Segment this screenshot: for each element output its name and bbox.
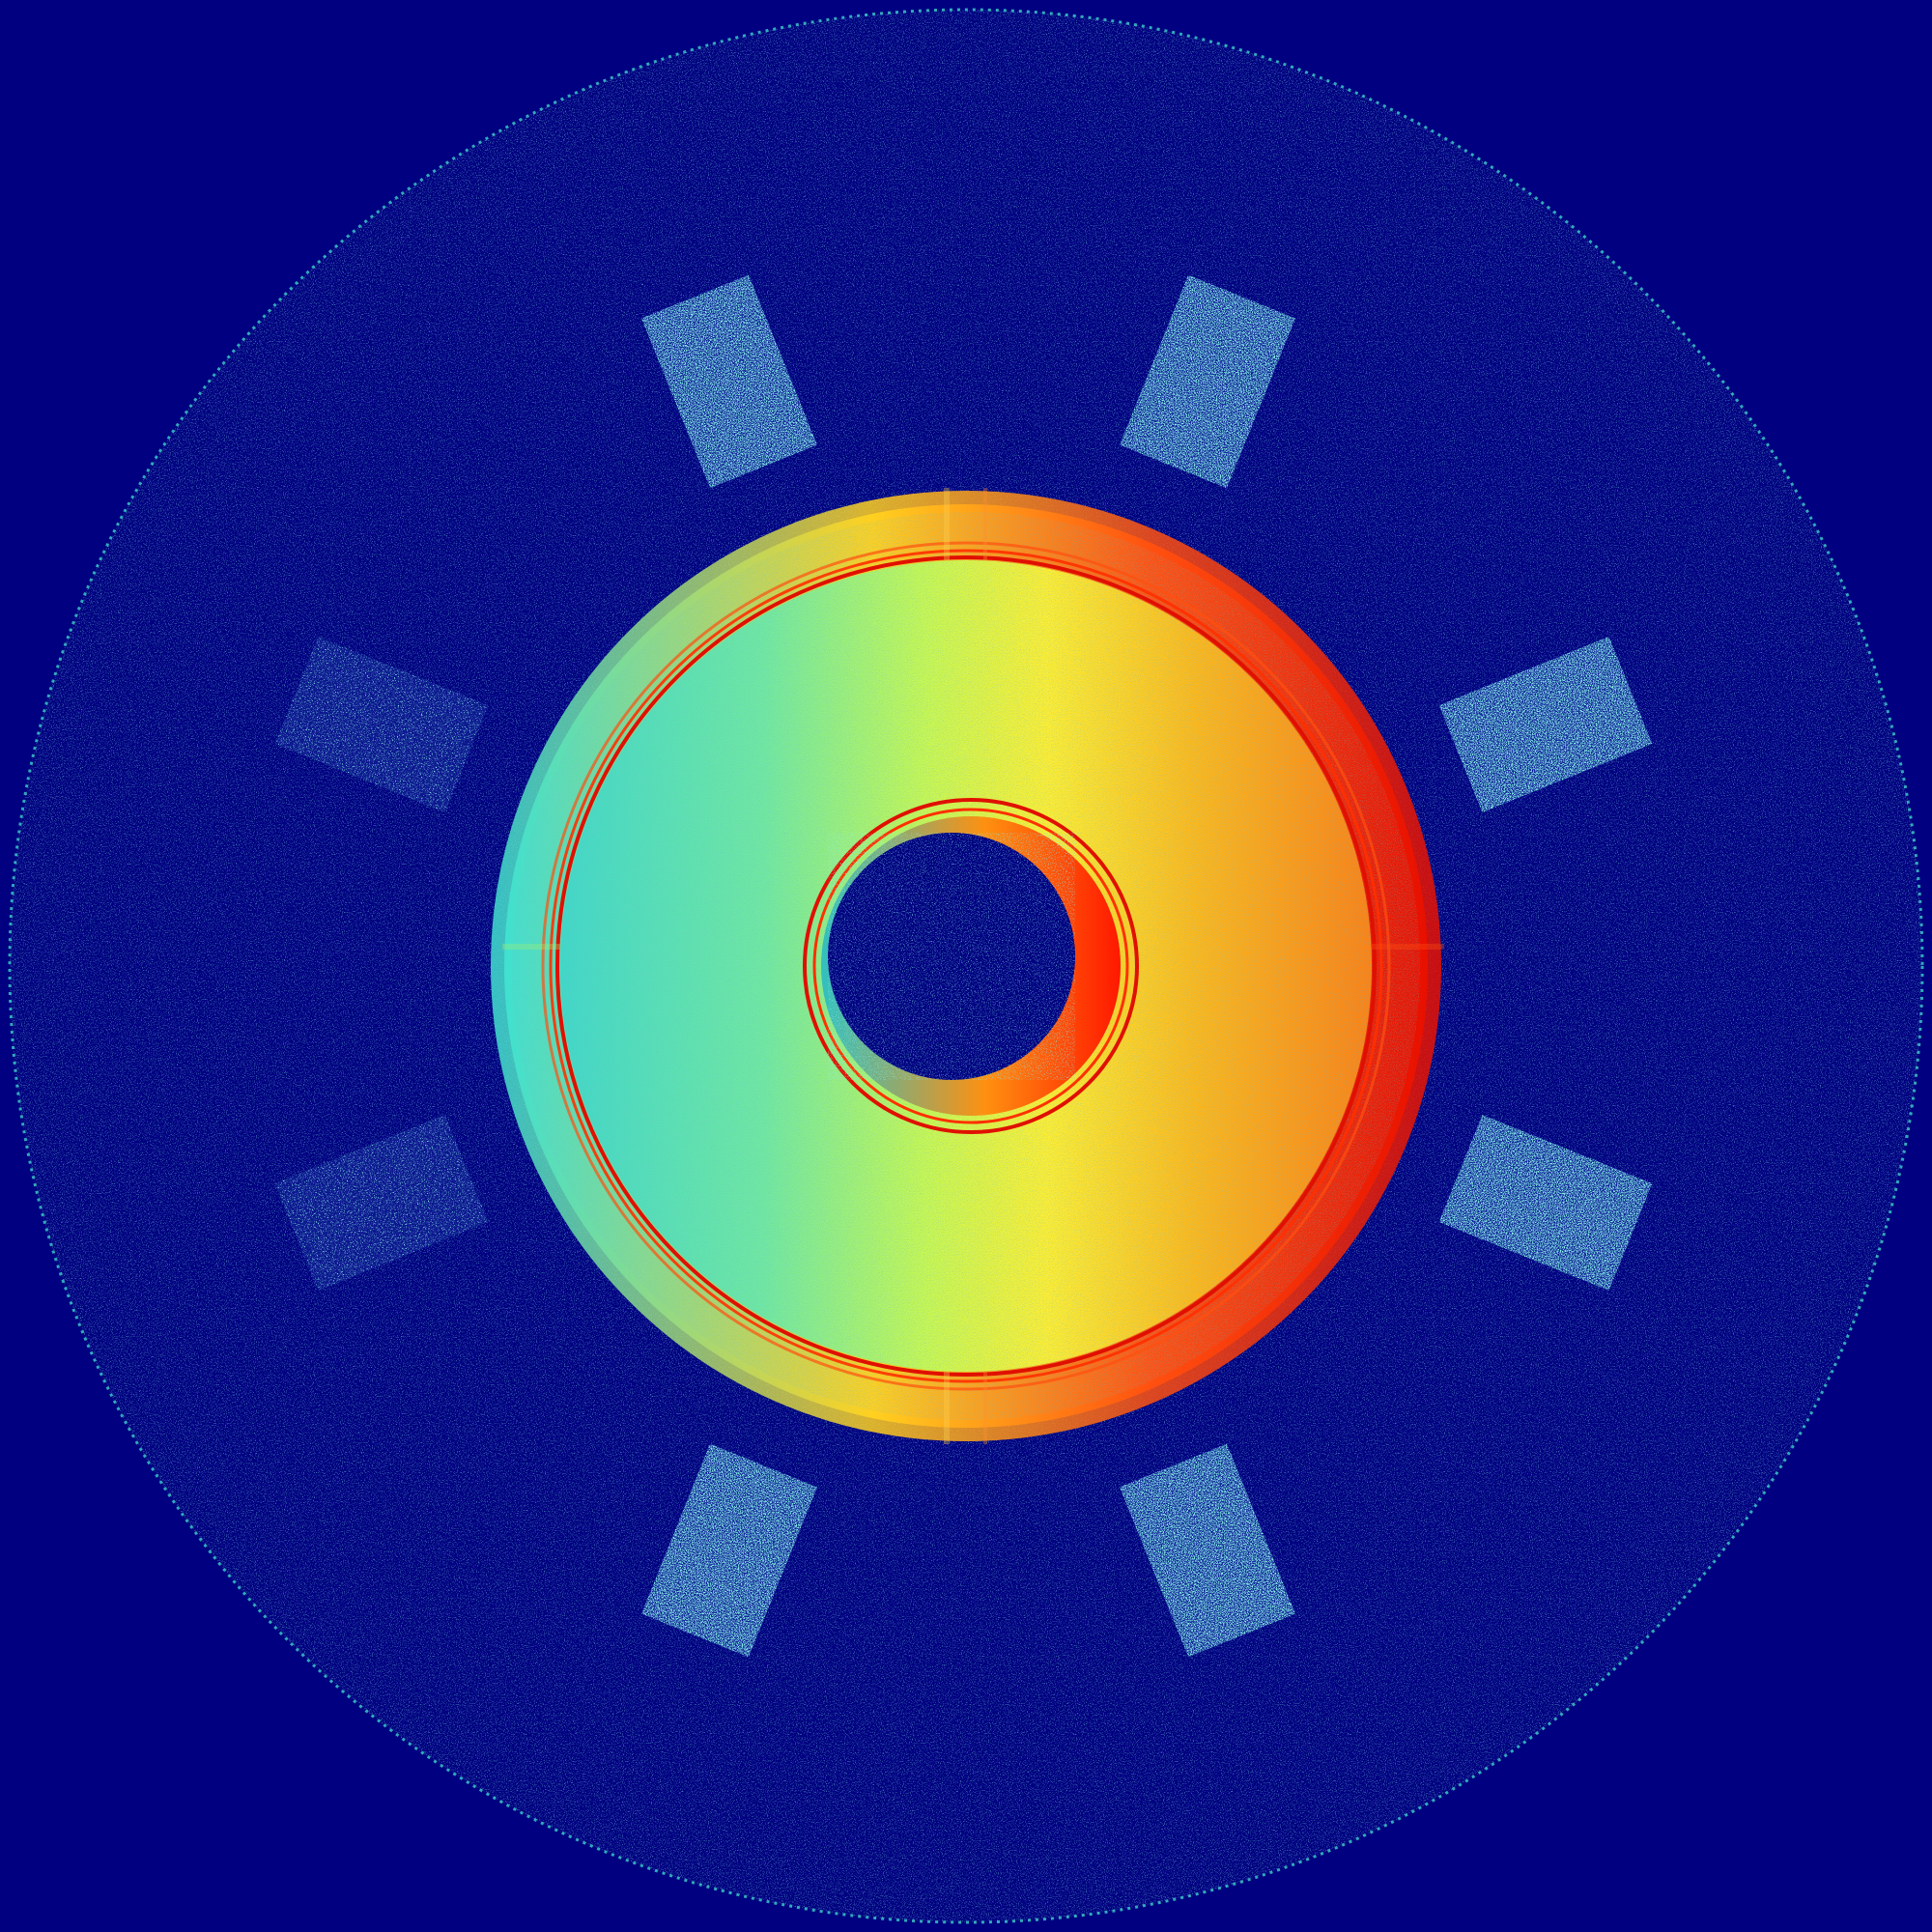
outer-ring-line-3 bbox=[541, 541, 1391, 1391]
detector-panels bbox=[274, 274, 1653, 1658]
outer-ring bbox=[8, 8, 1924, 1924]
outer-ring-line bbox=[555, 555, 1377, 1377]
central-aperture bbox=[803, 798, 1139, 1134]
outer-ring-line-2 bbox=[549, 549, 1383, 1383]
tile-seams bbox=[502, 488, 1444, 1444]
